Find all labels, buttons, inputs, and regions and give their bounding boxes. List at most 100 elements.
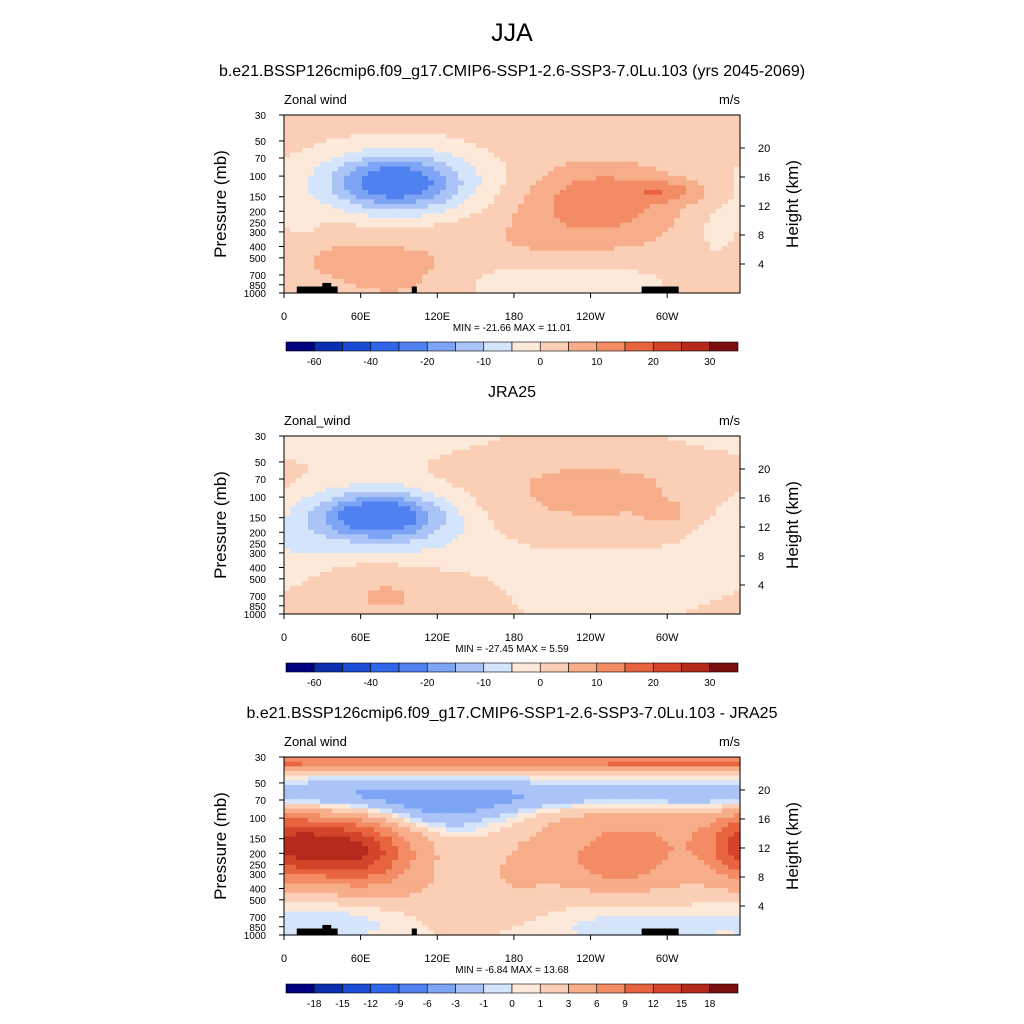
field-cell [416, 557, 423, 564]
field-cell [728, 199, 735, 205]
field-cell [614, 143, 621, 149]
field-cell [680, 478, 687, 484]
field-cell [296, 115, 303, 121]
field-cell [668, 194, 675, 200]
field-cell [296, 269, 303, 275]
field-cell [416, 246, 423, 252]
field-cell [368, 274, 375, 280]
field-cell [344, 175, 351, 182]
field-cell [668, 482, 675, 489]
field-cell [476, 264, 483, 271]
field-cell [410, 529, 417, 535]
field-cell [308, 246, 315, 252]
field-cell [662, 199, 669, 205]
field-cell [284, 496, 291, 503]
field-cell [434, 133, 441, 140]
field-cell [698, 227, 705, 233]
field-cell [380, 194, 387, 200]
field-cell [296, 553, 303, 559]
field-cell [662, 171, 669, 177]
field-cell [722, 143, 729, 149]
field-cell [290, 264, 297, 271]
field-cell [608, 143, 615, 149]
field-cell [686, 529, 693, 535]
field-cell [296, 520, 303, 526]
field-cell [350, 180, 357, 186]
field-cell [662, 161, 669, 168]
field-cell [716, 454, 723, 461]
topography-block [322, 282, 332, 293]
field-cell [458, 152, 465, 158]
field-cell [344, 450, 351, 456]
field-cell [374, 218, 381, 224]
field-cell [482, 241, 489, 247]
field-cell [602, 473, 609, 479]
field-cell [566, 510, 573, 517]
field-cell [452, 436, 459, 442]
field-cell [728, 278, 735, 285]
field-cell [530, 189, 537, 196]
field-cell [548, 189, 555, 196]
field-cell [356, 450, 363, 456]
field-cell [638, 222, 645, 229]
field-cell [290, 459, 297, 465]
field-cell [554, 143, 561, 149]
field-cell [638, 539, 645, 545]
field-cell [626, 241, 633, 247]
field-cell [452, 218, 459, 224]
field-cell [434, 218, 441, 224]
field-cell [302, 133, 309, 140]
field-cell [692, 269, 699, 275]
field-cell [308, 487, 315, 493]
field-cell [686, 180, 693, 186]
field-cell [488, 124, 495, 130]
field-cell [548, 459, 555, 465]
field-cell [494, 506, 501, 512]
field-cell [338, 180, 345, 186]
field-cell [506, 260, 513, 266]
field-cell [344, 510, 351, 517]
field-cell [410, 269, 417, 275]
field-cell [554, 175, 561, 182]
field-cell [296, 138, 303, 144]
field-cell [476, 278, 483, 285]
field-cell [596, 468, 603, 475]
field-cell [578, 194, 585, 200]
field-cell [326, 548, 333, 554]
field-cell [332, 232, 339, 238]
field-cell [398, 473, 405, 479]
field-cell [668, 166, 675, 172]
field-cell [452, 227, 459, 233]
field-cell [506, 213, 513, 219]
field-cell [410, 255, 417, 261]
field-cell [638, 459, 645, 465]
field-cell [518, 133, 525, 140]
colorbar-label: -10 [477, 357, 492, 368]
field-cell [584, 454, 591, 461]
field-cell [668, 496, 675, 503]
field-cell [590, 180, 597, 186]
field-cell [662, 218, 669, 224]
field-cell [632, 152, 639, 158]
field-cell [614, 152, 621, 158]
field-cell [350, 218, 357, 224]
field-cell [584, 241, 591, 247]
field-cell [470, 468, 477, 475]
field-cell [638, 506, 645, 512]
field-cell [368, 241, 375, 247]
field-cell [644, 115, 651, 121]
field-cell [704, 506, 711, 512]
field-cell [404, 204, 411, 210]
field-cell [398, 143, 405, 149]
field-cell [680, 548, 687, 554]
field-cell [302, 487, 309, 493]
field-cell [698, 133, 705, 140]
field-cell [428, 473, 435, 479]
field-cell [674, 213, 681, 219]
field-cell [368, 147, 375, 154]
field-cell [722, 185, 729, 191]
field-cell [632, 464, 639, 470]
field-cell [500, 227, 507, 233]
field-cell [374, 553, 381, 559]
field-cell [674, 548, 681, 554]
